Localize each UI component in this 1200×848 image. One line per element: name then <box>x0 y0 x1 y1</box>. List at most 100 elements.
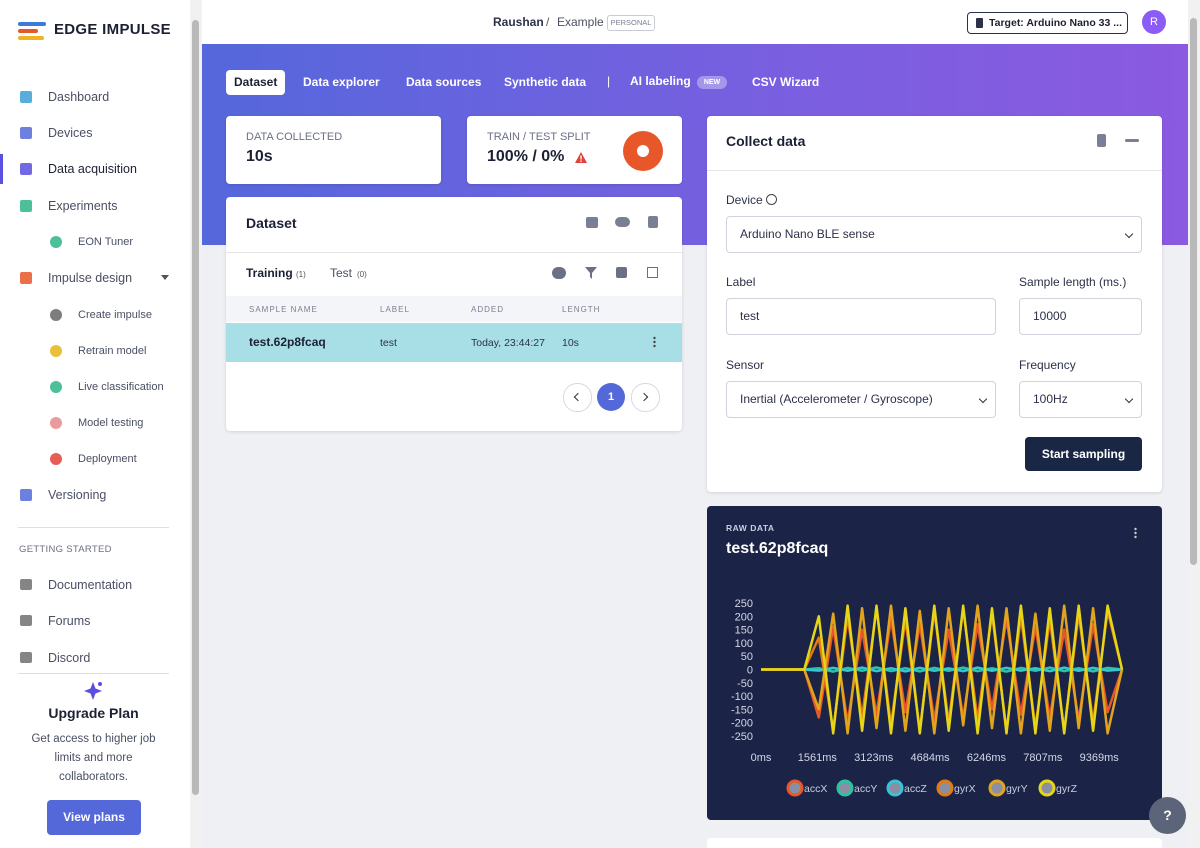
tab[interactable]: CSV Wizard <box>752 75 820 89</box>
tab[interactable]: Data sources <box>406 75 482 89</box>
nav-item[interactable]: Deployment <box>78 453 137 465</box>
nav-item[interactable]: Experiments <box>48 199 118 213</box>
select-icon[interactable] <box>616 267 627 278</box>
length-input[interactable]: 10000 <box>1019 298 1142 335</box>
y-tick-label: -150 <box>731 704 753 716</box>
nav-item[interactable]: Data acquisition <box>48 162 137 176</box>
next-card <box>707 838 1162 848</box>
field-label: Device <box>726 193 763 207</box>
nav-icon <box>50 236 62 248</box>
cell: 10s <box>562 337 579 349</box>
help-icon[interactable] <box>766 194 777 205</box>
label-input[interactable]: test <box>726 298 996 335</box>
tab[interactable]: Synthetic data <box>504 75 587 89</box>
stat-label: TRAIN / TEST SPLIT <box>487 131 591 143</box>
logo-bar <box>18 29 38 33</box>
nav-item[interactable]: Model testing <box>78 417 144 429</box>
nav-item[interactable]: Retrain model <box>78 345 147 357</box>
frequency-select[interactable]: 100Hz <box>1019 381 1142 418</box>
caret[interactable] <box>161 275 169 280</box>
start-sampling-button[interactable]: Start sampling <box>1025 437 1142 471</box>
tab[interactable]: Data explorer <box>303 75 380 89</box>
page-current[interactable]: 1 <box>597 383 625 411</box>
legend-swatch <box>886 779 904 797</box>
split-donut <box>623 131 663 171</box>
dataset-card: Dataset Training (1) Test (0) SAMPLE NAM… <box>226 197 682 431</box>
select-value: Inertial (Accelerometer / Gyroscope) <box>740 392 933 406</box>
upload-icon[interactable] <box>586 217 598 228</box>
tab-divider: | <box>607 74 611 88</box>
raw-data-card: RAW DATA test.62p8fcaq 250 200 150 100 50 0 -5… <box>707 506 1162 820</box>
separator: / <box>546 15 550 29</box>
scrollbar-thumb[interactable] <box>1190 18 1197 565</box>
subtab[interactable]: Test <box>330 266 353 280</box>
y-tick-label: -250 <box>731 731 753 743</box>
target-button[interactable]: Target: Arduino Nano 33 ... <box>967 12 1128 34</box>
active-indicator <box>0 154 3 184</box>
subtab-count: (0) <box>357 270 367 279</box>
filter-icon[interactable] <box>585 267 597 279</box>
nav-item[interactable]: Impulse design <box>48 271 133 285</box>
field-label: Sample length (ms.) <box>1019 275 1127 289</box>
card-label: RAW DATA <box>726 523 775 533</box>
legend-label: gyrY <box>1006 783 1028 795</box>
column-header: ADDED <box>471 305 505 314</box>
x-tick-label: 1561ms <box>798 752 838 764</box>
export-icon[interactable] <box>648 216 658 228</box>
stat-value: 10s <box>246 148 273 165</box>
nav-item[interactable]: EON Tuner <box>78 236 134 248</box>
cell: test <box>380 337 397 349</box>
warning-icon <box>575 152 587 163</box>
x-tick-label: 7807ms <box>1023 752 1063 764</box>
upgrade-text: Get access to higher job limits and more… <box>31 733 156 783</box>
card-title: Dataset <box>246 215 297 231</box>
tab[interactable]: AI labeling <box>630 74 691 88</box>
y-tick-label: 150 <box>735 625 753 637</box>
nav-item[interactable]: Dashboard <box>48 90 110 104</box>
nav-item[interactable]: Create impulse <box>78 309 152 321</box>
page-next[interactable] <box>631 383 660 412</box>
help-button[interactable]: ? <box>1149 797 1186 834</box>
stat-value: 100% / 0% <box>487 148 565 165</box>
subtab[interactable]: Training <box>246 266 293 280</box>
scrollbar-thumb[interactable] <box>192 20 199 795</box>
legend-swatch <box>836 779 854 797</box>
chip-icon[interactable] <box>1097 134 1106 147</box>
scrollbar <box>190 0 202 848</box>
legend-swatch <box>1038 779 1056 797</box>
y-tick-label: 250 <box>735 598 753 610</box>
legend-swatch <box>988 779 1006 797</box>
sidebar-link[interactable]: Discord <box>48 651 91 665</box>
divider <box>18 527 169 528</box>
device-select[interactable]: Arduino Nano BLE sense <box>726 216 1142 253</box>
card-menu[interactable] <box>1134 527 1137 539</box>
sidebar-link[interactable]: Forums <box>48 614 91 628</box>
table-row[interactable] <box>226 323 682 362</box>
x-tick-label: 0ms <box>751 752 772 764</box>
y-tick-label: -100 <box>731 691 753 703</box>
sensor-select[interactable]: Inertial (Accelerometer / Gyroscope) <box>726 381 996 418</box>
view-plans-button[interactable]: View plans <box>47 800 141 835</box>
sidebar-link[interactable]: Documentation <box>48 578 133 592</box>
field-label: Frequency <box>1019 358 1076 372</box>
cloud-icon[interactable] <box>615 217 630 227</box>
project[interactable]: Example <box>557 15 604 29</box>
nav-icon <box>20 91 32 103</box>
usb-icon[interactable] <box>1125 139 1139 142</box>
user[interactable]: Raushan <box>493 15 544 29</box>
tab-active[interactable] <box>226 70 285 95</box>
nav-item[interactable]: Live classification <box>78 381 164 393</box>
settings-icon[interactable] <box>552 267 566 279</box>
expand-icon[interactable] <box>647 267 658 278</box>
nav-icon <box>20 272 32 284</box>
nav-item[interactable]: Devices <box>48 126 93 140</box>
page-prev[interactable] <box>563 383 592 412</box>
tab[interactable]: Dataset <box>234 75 278 89</box>
nav-icon <box>50 381 62 393</box>
avatar[interactable]: R <box>1142 10 1166 34</box>
legend-label: gyrX <box>954 783 976 795</box>
link-icon <box>20 579 32 590</box>
nav-item[interactable]: Versioning <box>48 488 107 502</box>
field-label: Sensor <box>726 358 765 372</box>
row-menu[interactable] <box>653 336 656 348</box>
